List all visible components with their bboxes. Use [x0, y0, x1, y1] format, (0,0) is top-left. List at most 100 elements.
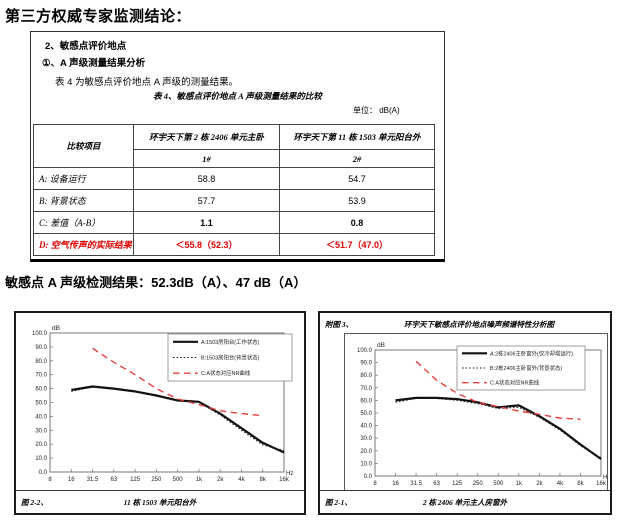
- value-point-1: 57.7: [133, 189, 280, 212]
- x-tick-label: 500: [493, 481, 504, 487]
- figure-label: 图 2-2、: [21, 498, 48, 507]
- y-tick-label: 70.0: [360, 386, 372, 392]
- y-tick-label: 100.0: [357, 348, 373, 354]
- x-tick-label: 125: [452, 481, 463, 487]
- row-label: B: 背景状态: [33, 189, 134, 212]
- spectrum-chart-right: 100.0 90.0 80.0 70.0 60.0 50.0 40.0 30.0 20.0 10.…: [357, 342, 607, 487]
- section-heading: 2、敏感点评价地点: [45, 41, 127, 52]
- col-header-compare-item: 比较项目: [33, 124, 134, 168]
- row-label: D: 空气传声的实际结果: [33, 233, 134, 256]
- x-axis-unit: Hz: [286, 471, 293, 477]
- chart-panel-right: 附图 3、 环宇天下敏感点评价地点噪声频谱特性分析图 100.0 90.0 80.0…: [318, 311, 612, 515]
- value-point-2: ＜51.7（47.0）: [279, 233, 435, 256]
- y-tick-label: 0.0: [364, 474, 373, 480]
- legend-label: B:2栋2406主卧窗外(背景状态): [490, 364, 562, 372]
- table-caption: 表 4、敏感点评价地点 A 声级测量结果的比较: [153, 91, 322, 101]
- x-tick-label: 8k: [260, 477, 267, 483]
- chart-series-B: [395, 398, 602, 459]
- y-tick-label: 20.0: [360, 449, 372, 455]
- y-tick-label: 10.0: [35, 456, 47, 462]
- legend-label: B:1503房阳台(背景状态): [201, 354, 260, 362]
- value-point-1: 1.1: [133, 211, 280, 234]
- table-row: B: 背景状态 57.7 53.9: [33, 189, 435, 212]
- x-tick-label: 1k: [196, 477, 203, 483]
- x-tick-label: 16: [68, 477, 75, 483]
- unit-label: 单位： dB(A): [353, 106, 400, 115]
- chart-series-A: [71, 385, 285, 454]
- x-tick-label: 16k: [596, 481, 607, 487]
- x-tick-label: 8: [48, 477, 52, 483]
- x-tick-label: 250: [151, 477, 162, 483]
- x-tick-label: 63: [110, 477, 117, 483]
- figure-caption: 2 栋 2406 单元主人房窗外: [422, 498, 508, 507]
- y-tick-label: 10.0: [360, 461, 372, 467]
- x-axis-unit: Hz: [603, 475, 607, 481]
- page-title: 第三方权威专家监测结论：: [5, 8, 192, 25]
- value-point-2: 53.9: [279, 189, 435, 212]
- y-tick-label: 80.0: [35, 359, 47, 365]
- value-point-2: 0.8: [279, 211, 435, 234]
- value-point-1: ＜55.8（52.3）: [133, 233, 280, 256]
- y-axis-unit: dB: [52, 325, 60, 332]
- attachment-label: 附图 3、: [325, 320, 354, 329]
- result-heading: 敏感点 A 声级检测结果：52.3dB（A）、47 dB（A）: [5, 275, 307, 290]
- chart-series-B: [71, 386, 285, 451]
- y-tick-label: 90.0: [360, 361, 372, 367]
- table-row: D: 空气传声的实际结果 ＜55.8（52.3） ＜51.7（47.0）: [33, 233, 435, 256]
- x-tick-label: 16: [392, 481, 399, 487]
- y-tick-label: 80.0: [360, 373, 372, 379]
- subsection-heading: ①、A 声级测量结果分析: [42, 58, 146, 69]
- x-tick-label: 31.5: [87, 477, 99, 483]
- y-tick-label: 0.0: [39, 470, 48, 476]
- caption-row-right: 图 2-1、 2 栋 2406 单元主人房窗外: [320, 490, 610, 513]
- group-header-location-2: 环宇天下第 11 栋 1503 单元阳台外: [279, 124, 435, 150]
- y-tick-label: 30.0: [360, 436, 372, 442]
- x-tick-label: 4k: [557, 481, 564, 487]
- caption-row-left: 图 2-2、 11 栋 1503 单元阳台外: [16, 490, 304, 513]
- y-tick-label: 50.0: [35, 401, 47, 407]
- x-tick-label: 8k: [577, 481, 584, 487]
- x-tick-label: 500: [173, 477, 184, 483]
- value-point-1: 58.8: [133, 167, 280, 190]
- table-row: C: 差值（A-B） 1.1 0.8: [33, 211, 435, 234]
- chart-series-C: [92, 347, 263, 417]
- legend-label: C:A状态对应NR曲线: [490, 379, 540, 387]
- report-box: 2、敏感点评价地点 ①、A 声级测量结果分析 表 4 为敏感点评价地点 A 声级…: [30, 31, 445, 262]
- legend-label: A:2栋2406主卧窗外(仅冷却塔运行): [490, 349, 573, 357]
- x-tick-label: 2k: [217, 477, 224, 483]
- chart-panel-left: 100.0 90.0 80.0 70.0 60.0 50.0 40.0 30.0 20.0 10.…: [14, 311, 306, 515]
- y-tick-label: 70.0: [35, 373, 47, 379]
- figure-caption: 11 栋 1503 单元阳台外: [123, 498, 197, 507]
- chart-title: 环宇天下敏感点评价地点噪声频谱特性分析图: [404, 320, 554, 329]
- x-tick-label: 2k: [536, 481, 543, 487]
- sub-header-point-2: 2#: [279, 149, 435, 168]
- y-tick-label: 20.0: [35, 442, 47, 448]
- y-tick-label: 90.0: [35, 345, 47, 351]
- figure-label: 图 2-1、: [325, 498, 352, 507]
- chart-series-C: [415, 360, 581, 420]
- row-label: C: 差值（A-B）: [33, 211, 134, 234]
- x-tick-label: 16k: [279, 477, 290, 483]
- x-tick-label: 1k: [516, 481, 523, 487]
- legend-label: A:1503房阳台(工作状态): [201, 338, 260, 346]
- y-tick-label: 60.0: [360, 398, 372, 404]
- y-tick-label: 100.0: [32, 331, 48, 337]
- x-tick-label: 31.5: [410, 481, 422, 487]
- x-tick-label: 8: [373, 481, 377, 487]
- value-point-2: 54.7: [279, 167, 435, 190]
- row-label: A: 设备运行: [33, 167, 134, 190]
- chart-series-A: [395, 396, 602, 460]
- y-tick-label: 60.0: [35, 387, 47, 393]
- y-tick-label: 30.0: [35, 428, 47, 434]
- x-tick-label: 125: [130, 477, 141, 483]
- table-row: A: 设备运行 58.8 54.7: [33, 167, 435, 190]
- x-tick-label: 250: [473, 481, 484, 487]
- x-tick-label: 4k: [238, 477, 245, 483]
- spectrum-chart-left: 100.0 90.0 80.0 70.0 60.0 50.0 40.0 30.0 20.0 10.…: [32, 325, 293, 483]
- y-tick-label: 50.0: [360, 411, 372, 417]
- x-tick-label: 63: [433, 481, 440, 487]
- comparison-table-body: A: 设备运行 58.8 54.7 B: 背景状态 57.7 53.9 C: 差值（A-B）…: [33, 167, 435, 256]
- title-row-right: 附图 3、 环宇天下敏感点评价地点噪声频谱特性分析图: [320, 313, 610, 333]
- legend-label: C:A状态对应NR曲线: [201, 369, 251, 377]
